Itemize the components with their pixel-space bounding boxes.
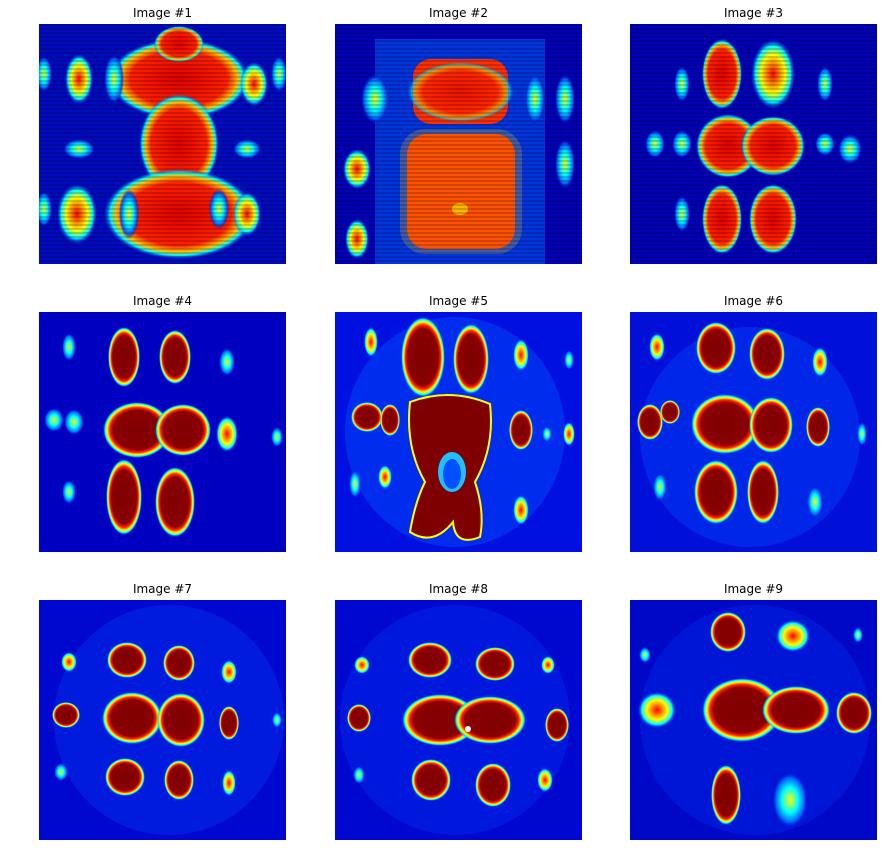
heatmap-image — [630, 312, 877, 552]
image-panel-7: Image #7 — [39, 580, 286, 840]
heatmap-image — [39, 312, 286, 552]
image-panel-3: Image #3 — [630, 4, 877, 264]
image-panel-9: Image #9 — [630, 580, 877, 840]
heatmap-image — [335, 24, 582, 264]
heatmap-image — [335, 600, 582, 840]
panel-title: Image #9 — [723, 582, 784, 596]
heatmap-image — [39, 24, 286, 264]
panel-title: Image #4 — [132, 294, 193, 308]
image-panel-6: Image #6 — [630, 292, 877, 552]
heatmap-image — [630, 24, 877, 264]
panel-title: Image #6 — [723, 294, 784, 308]
heatmap-image — [335, 312, 582, 552]
panel-title: Image #5 — [428, 294, 489, 308]
panel-title: Image #7 — [132, 582, 193, 596]
image-panel-1: Image #1 — [39, 4, 286, 264]
panel-title: Image #1 — [132, 6, 193, 20]
panel-title: Image #2 — [428, 6, 489, 20]
image-panel-5: Image #5 — [335, 292, 582, 552]
panel-title: Image #3 — [723, 6, 784, 20]
image-panel-2: Image #2 — [335, 4, 582, 264]
heatmap-image — [39, 600, 286, 840]
panel-title: Image #8 — [428, 582, 489, 596]
heatmap-image — [630, 600, 877, 840]
image-panel-8: Image #8 — [335, 580, 582, 840]
image-panel-4: Image #4 — [39, 292, 286, 552]
